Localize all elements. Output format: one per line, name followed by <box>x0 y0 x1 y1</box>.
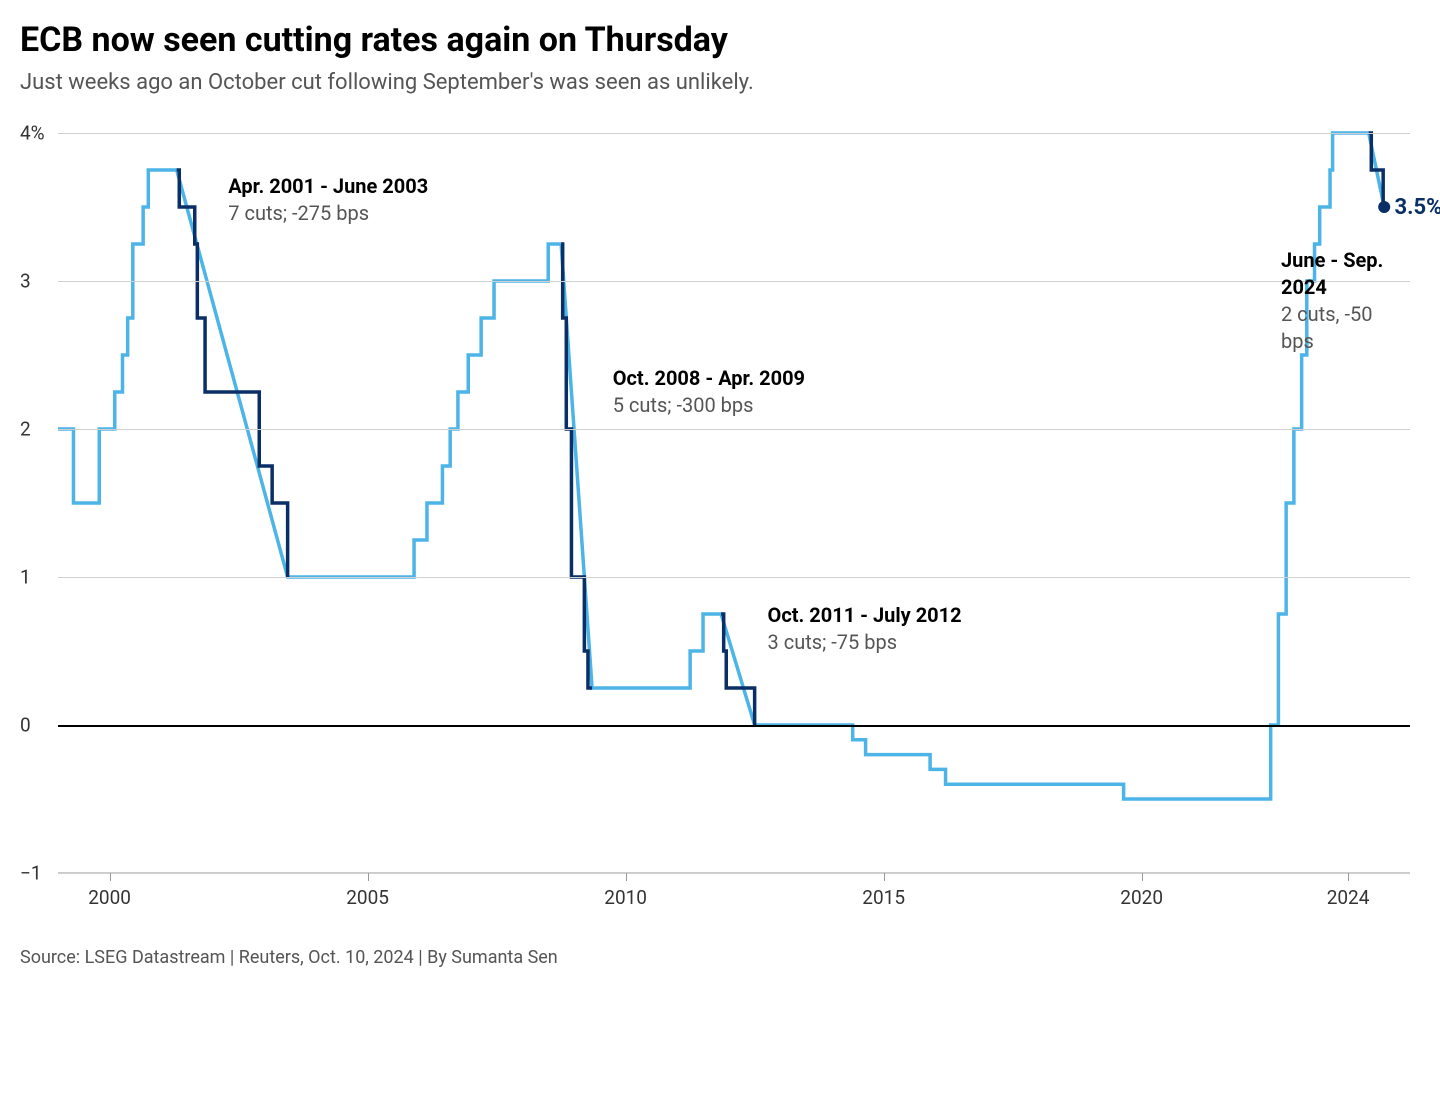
rate-line-light <box>58 133 1384 799</box>
annotation-subtitle: 5 cuts; -300 bps <box>613 392 805 419</box>
y-axis-label: 4% <box>20 122 52 145</box>
rate-line-dark-segment <box>1369 133 1384 207</box>
y-axis-label: 1 <box>20 566 52 589</box>
x-axis-label: 2005 <box>346 886 389 909</box>
annotation-title: Oct. 2011 - July 2012 <box>768 602 962 629</box>
chart-annotation: June - Sep. 20242 cuts, -50 bps <box>1281 247 1410 355</box>
chart-source: Source: LSEG Datastream | Reuters, Oct. … <box>20 947 1420 968</box>
x-axis-label: 2010 <box>604 886 647 909</box>
y-axis-label: 3 <box>20 270 52 293</box>
chart-container: ECB now seen cutting rates again on Thur… <box>20 20 1420 968</box>
x-tick <box>1142 873 1143 881</box>
chart-annotation: Oct. 2008 - Apr. 20095 cuts; -300 bps <box>613 365 805 419</box>
x-axis-label: 2024 <box>1327 886 1370 909</box>
chart-annotation: Apr. 2001 - June 20037 cuts; -275 bps <box>228 173 428 227</box>
x-axis-label: 2020 <box>1120 886 1163 909</box>
x-axis-label: 2015 <box>862 886 905 909</box>
end-point-label: 3.5% <box>1395 195 1440 220</box>
y-axis-label: −1 <box>20 862 52 885</box>
annotation-subtitle: 3 cuts; -75 bps <box>768 629 962 656</box>
x-tick <box>1348 873 1349 881</box>
chart-title: ECB now seen cutting rates again on Thur… <box>20 20 1420 60</box>
x-axis-label: 2000 <box>88 886 131 909</box>
plot-wrapper: −101234%2000200520102015202020243.5%Apr.… <box>20 123 1420 933</box>
annotation-title: Apr. 2001 - June 2003 <box>228 173 428 200</box>
annotation-subtitle: 7 cuts; -275 bps <box>228 200 428 227</box>
gridline <box>58 133 1410 134</box>
x-tick <box>368 873 369 881</box>
chart-subtitle: Just weeks ago an October cut following … <box>20 70 1420 95</box>
y-axis-label: 2 <box>20 418 52 441</box>
gridline <box>58 281 1410 282</box>
gridline <box>58 725 1410 727</box>
chart-annotation: Oct. 2011 - July 20123 cuts; -75 bps <box>768 602 962 656</box>
gridline <box>58 577 1410 578</box>
gridline <box>58 429 1410 430</box>
y-axis-label: 0 <box>20 714 52 737</box>
annotation-title: June - Sep. 2024 <box>1281 247 1410 301</box>
annotation-title: Oct. 2008 - Apr. 2009 <box>613 365 805 392</box>
plot-area: −101234%2000200520102015202020243.5%Apr.… <box>58 133 1410 873</box>
annotation-subtitle: 2 cuts, -50 bps <box>1281 301 1410 355</box>
x-tick <box>110 873 111 881</box>
chart-svg <box>58 133 1410 873</box>
x-tick <box>884 873 885 881</box>
end-point-marker <box>1378 201 1390 213</box>
gridline <box>58 873 1410 874</box>
x-tick <box>626 873 627 881</box>
